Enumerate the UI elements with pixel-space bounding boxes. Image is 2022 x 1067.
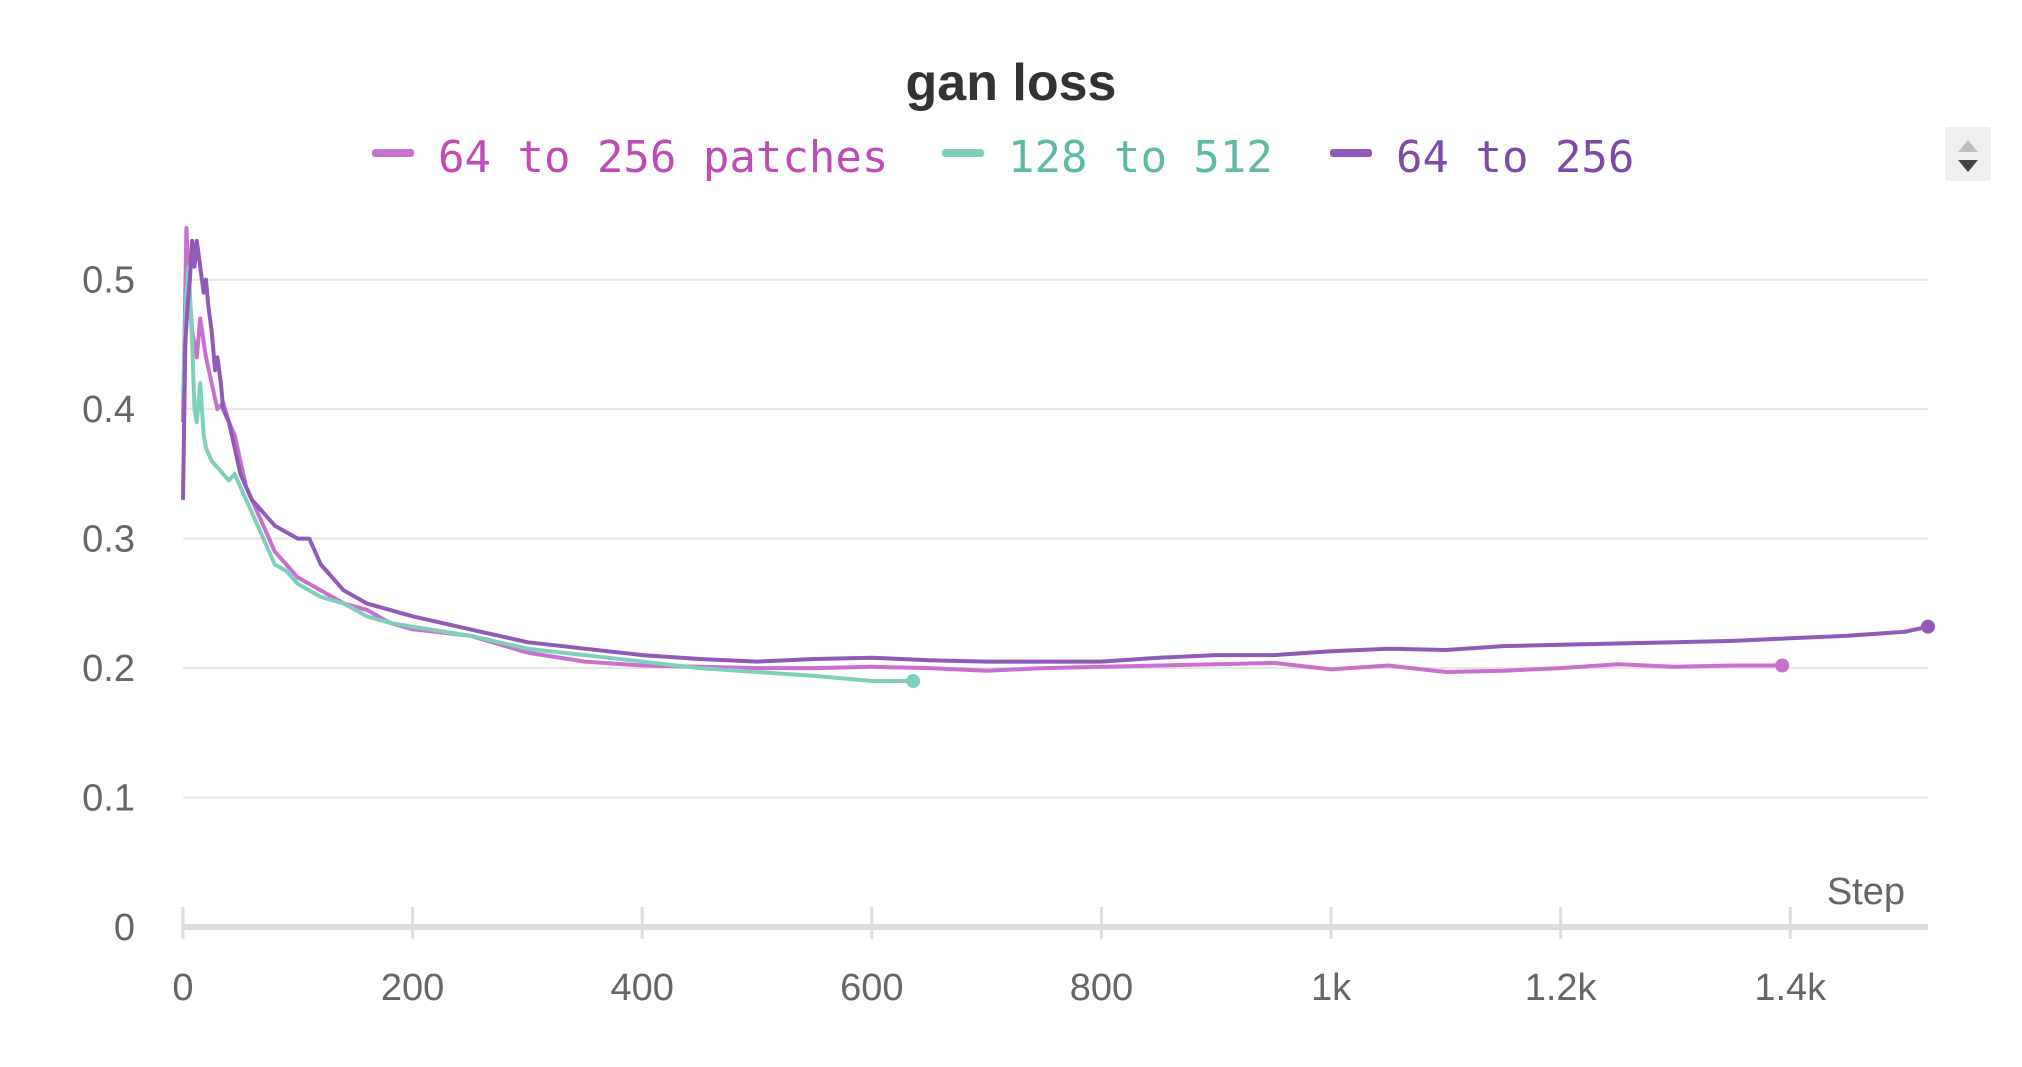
x-tick-label: 400 [611, 967, 674, 1009]
triangle-down-icon[interactable] [1958, 160, 1978, 172]
x-tick-label: 800 [1070, 967, 1133, 1009]
series-group [181, 238, 1935, 664]
chart-title: gan loss [906, 54, 1117, 112]
series-group [181, 264, 921, 689]
legend-label: 64 to 256 patches [438, 132, 888, 183]
series-end-point [906, 674, 921, 689]
legend-label: 128 to 512 [1008, 132, 1273, 183]
legend-swatch [372, 149, 414, 157]
x-axis-label: Step [1827, 871, 1905, 913]
series-group [181, 225, 1790, 674]
y-tick-label: 0 [114, 907, 135, 949]
x-tick-label: 0 [172, 967, 193, 1009]
y-tick-label: 0.5 [82, 260, 135, 302]
legend-scroll-background [1945, 127, 1991, 181]
x-tick-label: 200 [381, 967, 444, 1009]
legend-item[interactable]: 64 to 256 [1330, 132, 1634, 183]
y-tick-label: 0.2 [82, 648, 135, 690]
legend-label: 64 to 256 [1396, 132, 1634, 183]
series-line [181, 264, 914, 683]
series-line [181, 238, 1929, 664]
grid-lines [183, 278, 1928, 799]
series-end-point [1921, 619, 1935, 634]
y-axis: 0 0.1 0.2 0.3 0.4 0.5 [82, 260, 135, 949]
series-layer [181, 225, 1935, 689]
series-line [181, 225, 1783, 674]
legend-swatch [1330, 149, 1372, 157]
legend-scroll-control[interactable] [1945, 127, 1991, 181]
legend-item[interactable]: 128 to 512 [942, 132, 1273, 183]
x-tick-label: 1.4k [1754, 967, 1827, 1009]
legend-swatch [942, 149, 984, 157]
legend-item[interactable]: 64 to 256 patches [372, 132, 888, 183]
x-tick-label: 1.2k [1525, 967, 1598, 1009]
legend: 64 to 256 patches 128 to 512 64 to 256 [372, 132, 1634, 183]
x-tick-label: 600 [840, 967, 903, 1009]
y-tick-label: 0.3 [82, 519, 135, 561]
y-tick-label: 0.1 [82, 778, 135, 820]
series-end-point [1775, 658, 1790, 673]
x-axis: 0 200 400 600 800 1k 1.2k 1.4k [172, 907, 1928, 1009]
triangle-up-icon[interactable] [1958, 140, 1978, 152]
x-tick-label: 1k [1311, 967, 1352, 1009]
y-tick-label: 0.4 [82, 389, 135, 431]
